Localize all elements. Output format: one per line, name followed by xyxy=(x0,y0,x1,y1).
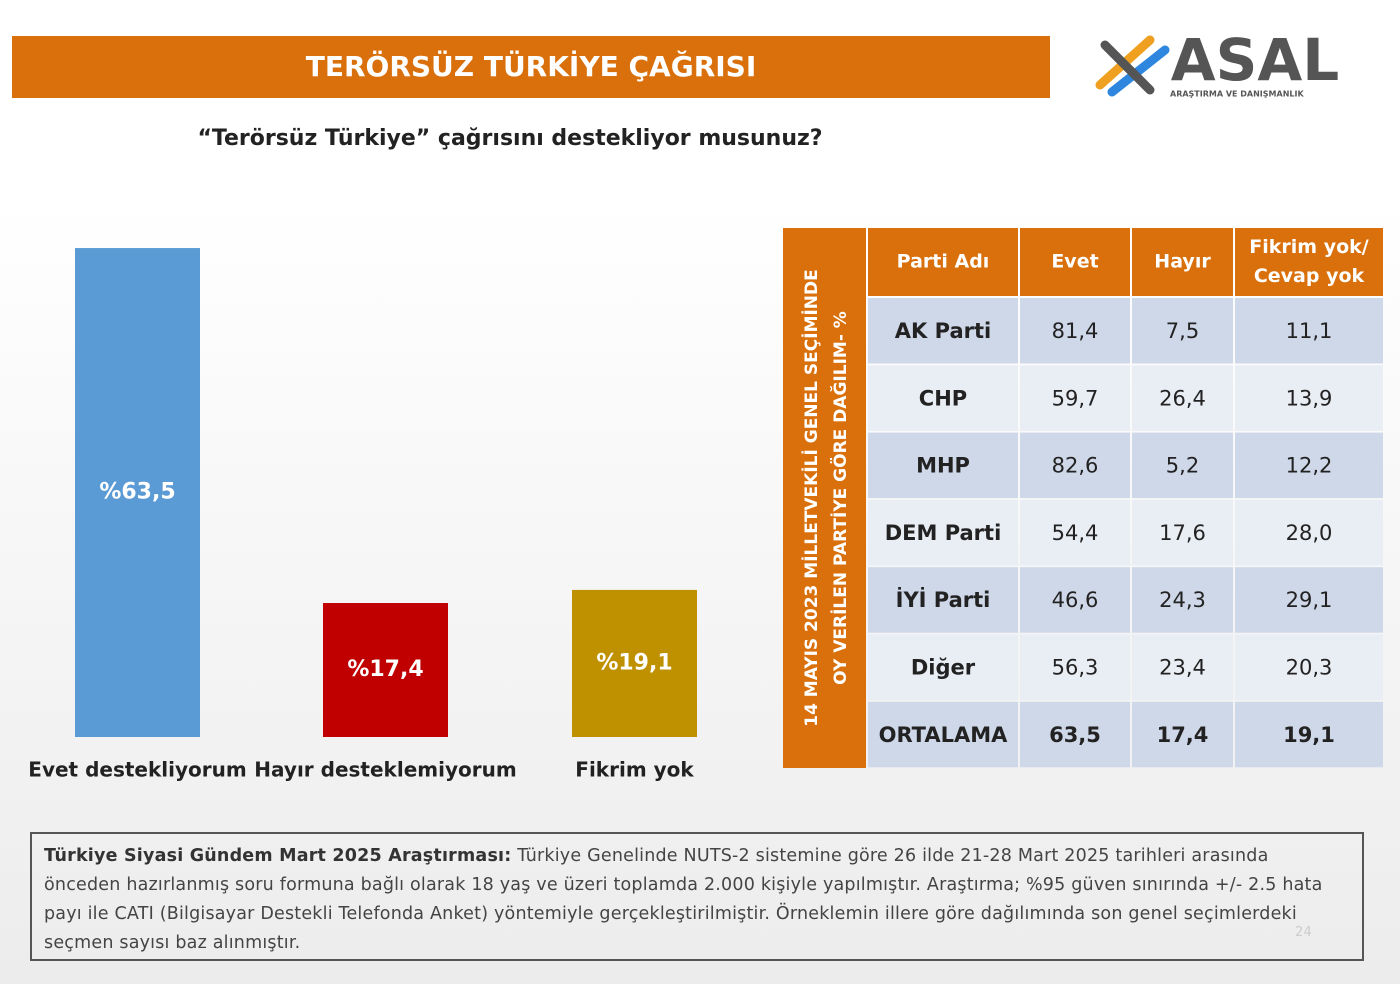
bar xyxy=(572,589,697,737)
header-text: Fikrim yok/ xyxy=(1249,236,1368,258)
cell-value: 5,2 xyxy=(1166,454,1199,478)
cell xyxy=(868,298,1018,364)
cell xyxy=(1132,634,1233,700)
cell-value: 81,4 xyxy=(1052,319,1099,343)
header-text: Evet xyxy=(1051,251,1098,273)
cell xyxy=(868,499,1018,566)
bar xyxy=(75,248,200,738)
cell-value: 13,9 xyxy=(1286,386,1333,410)
cell xyxy=(1235,365,1383,431)
bar xyxy=(323,603,448,737)
cell xyxy=(1235,567,1383,633)
cell xyxy=(1132,701,1233,768)
title: TERÖRSÜZ TÜRKİYE ÇAĞRISI xyxy=(306,49,757,83)
cell xyxy=(1020,567,1130,633)
cell-value: 54,4 xyxy=(1052,521,1099,545)
cell xyxy=(868,432,1018,499)
cell xyxy=(1020,298,1130,364)
cell-value: 7,5 xyxy=(1166,319,1199,343)
title-bar xyxy=(12,36,1050,98)
cell xyxy=(868,701,1018,768)
cell xyxy=(1132,432,1233,499)
footnote-lead: Türkiye Siyasi Gündem Mart 2025 Araştırm… xyxy=(44,846,512,866)
category-label: Hayır desteklemiyorum xyxy=(254,758,516,782)
cell-value: 46,6 xyxy=(1052,588,1099,612)
header-cell xyxy=(868,228,1018,296)
party-name: Diğer xyxy=(911,656,976,680)
cell xyxy=(1132,567,1233,633)
value-label: %19,1 xyxy=(596,650,672,675)
cell xyxy=(1235,634,1383,700)
cell xyxy=(868,365,1018,431)
side-panel xyxy=(783,228,866,768)
value-label: %63,5 xyxy=(99,480,175,505)
logo-icon xyxy=(1095,35,1170,97)
header-text: Hayır xyxy=(1154,251,1211,273)
header-text: Parti Adı xyxy=(897,251,990,273)
cell xyxy=(1235,499,1383,566)
cell-value: 23,4 xyxy=(1159,656,1206,680)
cell xyxy=(868,634,1018,700)
value-label: %17,4 xyxy=(347,657,423,682)
party-name: MHP xyxy=(916,454,970,478)
cell-value: 12,2 xyxy=(1286,454,1333,478)
party-name: AK Parti xyxy=(895,319,991,343)
header-cell xyxy=(1132,228,1233,296)
cell-value: 17,6 xyxy=(1159,521,1206,545)
party-name: ORTALAMA xyxy=(879,723,1009,747)
cell-value: 56,3 xyxy=(1052,656,1099,680)
cell xyxy=(1235,298,1383,364)
cell-value: 28,0 xyxy=(1286,521,1333,545)
cell-value: 24,3 xyxy=(1159,588,1206,612)
cell-value: 63,5 xyxy=(1049,723,1101,747)
logo-name: ASAL xyxy=(1171,26,1340,94)
cell xyxy=(1020,634,1130,700)
category-label: Fikrim yok xyxy=(575,758,694,782)
cell xyxy=(1020,499,1130,566)
cell xyxy=(1132,499,1233,566)
header-text: Cevap yok xyxy=(1254,265,1365,287)
party-name: CHP xyxy=(919,386,967,410)
cell xyxy=(1020,432,1130,499)
cell xyxy=(1132,298,1233,364)
cell xyxy=(1235,701,1383,768)
cell-value: 19,1 xyxy=(1283,723,1335,747)
cell xyxy=(868,567,1018,633)
cell-value: 20,3 xyxy=(1286,656,1333,680)
question: “Terörsüz Türkiye” çağrısını destekliyor… xyxy=(197,126,822,151)
cell xyxy=(1132,365,1233,431)
cell xyxy=(1020,701,1130,768)
footnote: Türkiye Siyasi Gündem Mart 2025 Araştırm… xyxy=(30,832,1364,961)
header-cell xyxy=(1020,228,1130,296)
cell xyxy=(1020,365,1130,431)
party-name: DEM Parti xyxy=(885,521,1002,545)
header-cell xyxy=(1235,228,1383,296)
logo-tagline: ARAŞTIRMA VE DANIŞMANLIK xyxy=(1170,90,1304,99)
cell-value: 82,6 xyxy=(1052,454,1099,478)
side-label: 14 MAYIS 2023 MİLLETVEKİLİ GENEL SEÇİMİN… xyxy=(800,269,822,727)
cell-value: 26,4 xyxy=(1159,386,1206,410)
side-label: OY VERİLEN PARTİYE GÖRE DAĞILIM- % xyxy=(829,311,851,685)
cell-value: 17,4 xyxy=(1157,723,1209,747)
cell xyxy=(1235,432,1383,499)
cell-value: 11,1 xyxy=(1286,319,1333,343)
footnote-text: Türkiye Genelinde NUTS-2 sistemine göre … xyxy=(44,846,1323,953)
page-number: 24 xyxy=(1295,925,1312,940)
party-name: İYİ Parti xyxy=(896,587,991,612)
category-label: Evet destekliyorum xyxy=(28,758,246,782)
cell-value: 29,1 xyxy=(1286,588,1333,612)
cell-value: 59,7 xyxy=(1052,386,1099,410)
